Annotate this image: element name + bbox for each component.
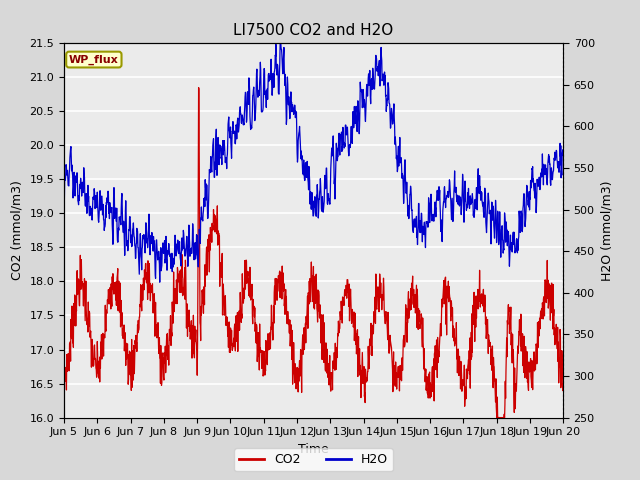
- Y-axis label: H2O (mmol/m3): H2O (mmol/m3): [600, 180, 613, 281]
- X-axis label: Time: Time: [298, 443, 329, 456]
- Legend: CO2, H2O: CO2, H2O: [234, 448, 393, 471]
- Y-axis label: CO2 (mmol/m3): CO2 (mmol/m3): [11, 180, 24, 280]
- Title: LI7500 CO2 and H2O: LI7500 CO2 and H2O: [234, 23, 394, 38]
- Text: WP_flux: WP_flux: [69, 54, 119, 65]
